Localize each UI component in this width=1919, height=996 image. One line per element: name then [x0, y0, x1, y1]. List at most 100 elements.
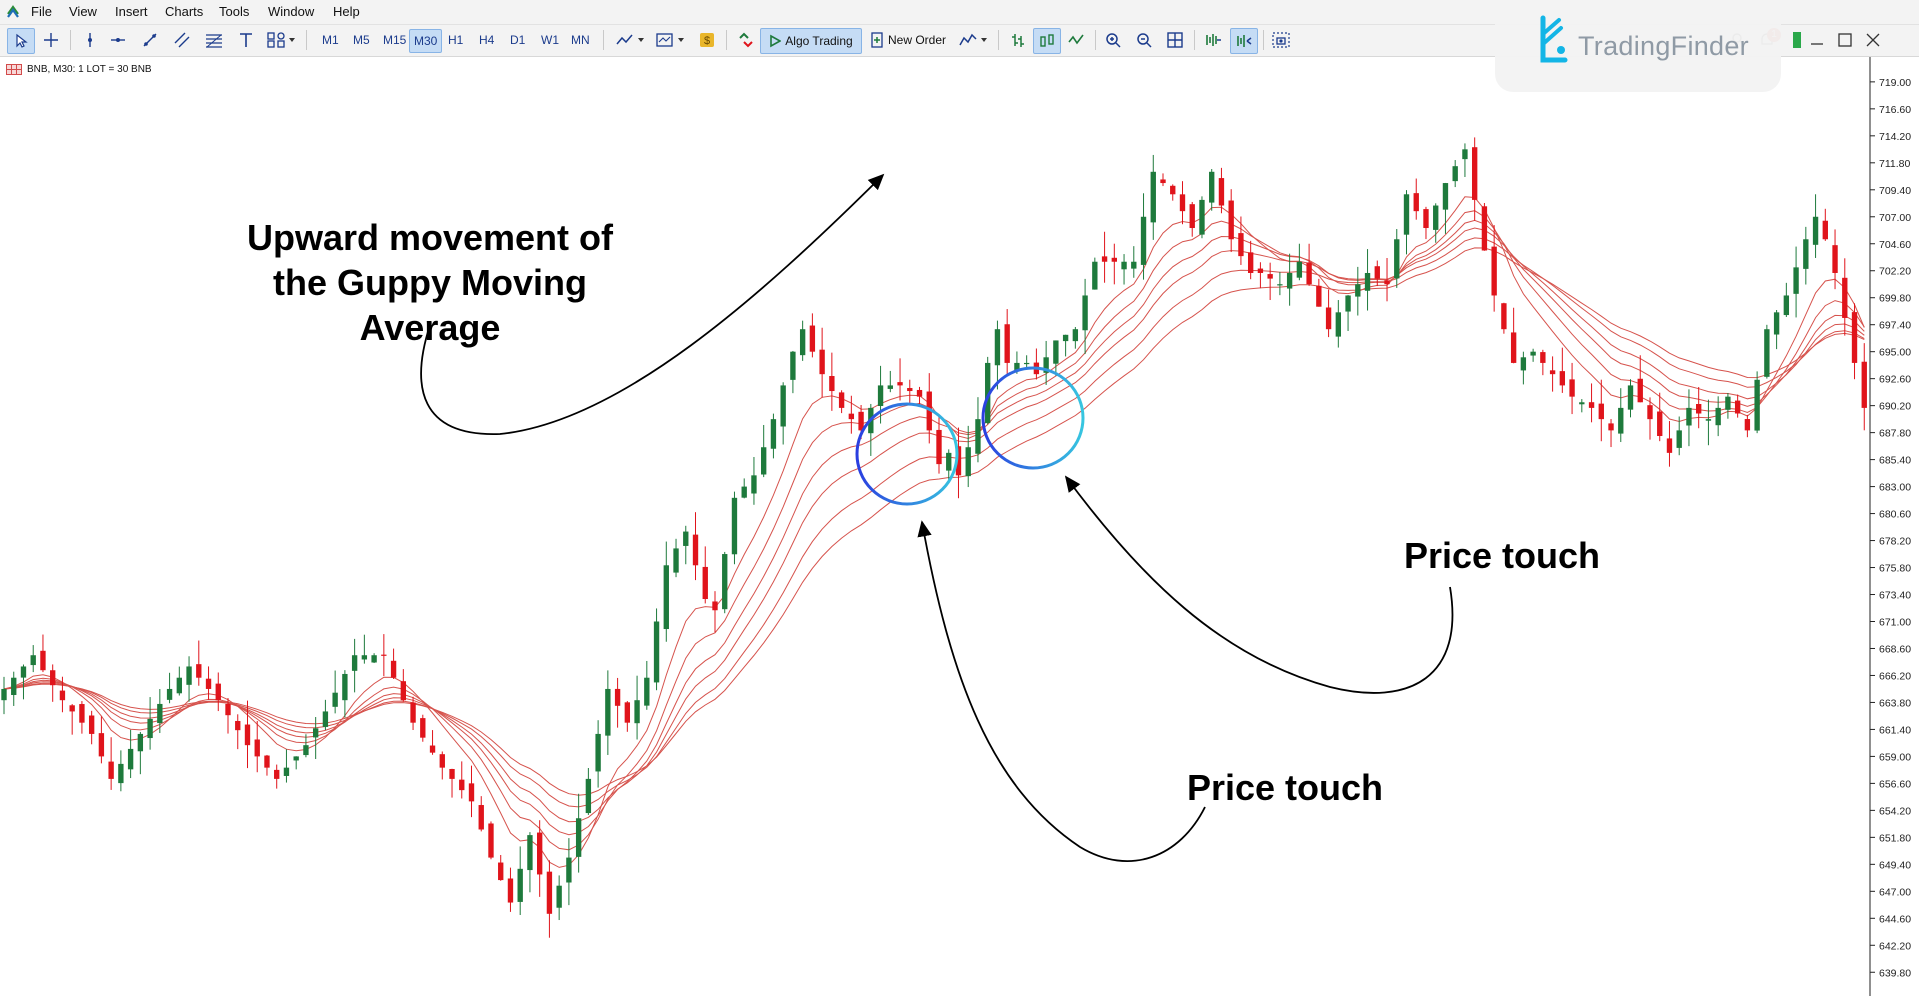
guppy-ma-line — [3, 247, 1865, 796]
bear-candle — [488, 823, 494, 858]
bear-candle — [1189, 204, 1195, 229]
bull-candle — [147, 718, 153, 739]
indicator-button[interactable] — [956, 28, 992, 52]
price-tick-label: 642.20 — [1879, 940, 1911, 952]
crosshair-button[interactable] — [39, 28, 63, 52]
timeframe-w1[interactable]: W1 — [541, 33, 559, 47]
maximize-icon[interactable] — [1835, 30, 1855, 50]
tile-windows-icon — [1167, 32, 1183, 48]
cursor-button[interactable] — [7, 28, 35, 54]
bear-candle — [196, 664, 202, 678]
new-order-button[interactable]: New Order — [866, 28, 950, 52]
timeframe-m15[interactable]: M15 — [383, 33, 407, 47]
bear-candle — [400, 681, 407, 701]
market-button[interactable]: $ — [695, 28, 719, 52]
timeframe-m30[interactable]: M30 — [409, 29, 443, 53]
bear-candle — [449, 768, 455, 779]
bull-candle — [332, 692, 338, 707]
bear-candle — [1238, 233, 1244, 257]
channel-button[interactable] — [170, 28, 194, 52]
bull-candle — [1286, 272, 1293, 289]
bull-candle — [1150, 171, 1156, 223]
one-click-trading-button[interactable] — [734, 28, 758, 52]
candle-chart-button[interactable] — [1033, 28, 1061, 54]
timeframe-m5[interactable]: M5 — [353, 33, 370, 47]
bear-candle — [1501, 303, 1507, 330]
chart-window[interactable]: 719.00 716.60 714.20 711.80 709.40 707.00 704.… — [0, 57, 1919, 996]
bull-candle — [1579, 402, 1585, 405]
menu-tools[interactable]: Tools — [219, 4, 250, 19]
bear-candle — [1316, 285, 1322, 307]
menu-view[interactable]: View — [69, 4, 97, 19]
bear-candle — [235, 720, 241, 731]
price-tick-label: 699.80 — [1879, 293, 1911, 305]
bull-candle — [634, 700, 640, 724]
minimize-icon[interactable] — [1807, 30, 1827, 50]
bull-candle — [1764, 329, 1770, 377]
chart-shift-button[interactable] — [1230, 28, 1258, 54]
bear-candle — [1851, 312, 1858, 363]
bull-candle — [1725, 396, 1731, 410]
screenshot-button[interactable] — [1268, 28, 1294, 52]
trendline-button[interactable] — [138, 28, 162, 52]
timeframe-h4[interactable]: H4 — [479, 33, 495, 47]
bear-candle — [838, 392, 845, 408]
bull-candle — [1364, 272, 1371, 291]
price-tick-label: 671.00 — [1879, 616, 1911, 628]
timeframe-h1[interactable]: H1 — [448, 33, 464, 47]
bull-candle — [1023, 362, 1030, 365]
bull-candle — [1433, 205, 1439, 230]
autoscroll-button[interactable] — [1200, 28, 1226, 52]
tile-windows-button[interactable] — [1163, 28, 1187, 52]
bar-chart-icon — [1012, 34, 1024, 47]
bear-candle — [264, 755, 270, 768]
bull-candle — [1053, 340, 1059, 364]
menu-window[interactable]: Window — [268, 4, 315, 19]
vertical-line-button[interactable] — [78, 28, 102, 52]
timeframe-d1[interactable]: D1 — [510, 33, 526, 47]
bar-chart-button[interactable] — [1006, 28, 1030, 52]
bull-candle — [283, 767, 290, 776]
bull-candle — [994, 329, 1001, 366]
bear-candle — [829, 376, 835, 392]
price-tick-label: 639.80 — [1879, 967, 1911, 979]
price-chart[interactable]: 719.00 716.60 714.20 711.80 709.40 707.00 704.… — [0, 57, 1919, 996]
bull-candle — [1131, 261, 1137, 269]
bear-candle — [1481, 206, 1488, 251]
bear-candle — [1569, 379, 1575, 397]
bear-candle — [1160, 179, 1166, 184]
bull-candle — [118, 763, 124, 784]
menu-charts[interactable]: Charts — [165, 4, 204, 19]
zoom-in-button[interactable] — [1101, 28, 1125, 52]
shapes-button[interactable] — [264, 28, 300, 52]
bear-candle — [1247, 252, 1254, 273]
algo-trading-button[interactable]: Algo Trading — [760, 28, 862, 54]
template-button[interactable] — [653, 28, 689, 52]
signal-strength-icon — [1793, 32, 1801, 48]
bear-candle — [1559, 371, 1566, 386]
bull-candle — [186, 666, 192, 685]
close-icon[interactable] — [1863, 30, 1883, 50]
fibonacci-button[interactable] — [202, 28, 226, 52]
menu-help[interactable]: Help — [333, 4, 360, 19]
bull-candle — [1773, 312, 1780, 335]
horizontal-line-button[interactable] — [106, 28, 130, 52]
guppy-ma-line — [3, 237, 1865, 808]
bull-candle — [887, 385, 893, 389]
bull-candle — [595, 733, 601, 772]
chart-type-button[interactable] — [613, 28, 649, 52]
price-tick-label: 680.60 — [1879, 509, 1911, 521]
timeframe-mn[interactable]: MN — [571, 33, 590, 47]
bear-candle — [1111, 257, 1117, 262]
bull-candle — [361, 655, 368, 660]
menu-insert[interactable]: Insert — [115, 4, 148, 19]
text-button[interactable] — [234, 28, 258, 52]
bear-candle — [468, 783, 475, 802]
line-chart-button[interactable] — [1064, 28, 1088, 52]
price-tick-label: 678.20 — [1879, 536, 1911, 548]
timeframe-m1[interactable]: M1 — [322, 33, 339, 47]
bear-candle — [897, 382, 903, 386]
zoom-out-button[interactable] — [1132, 28, 1156, 52]
screenshot-icon — [1272, 32, 1290, 48]
menu-file[interactable]: File — [31, 4, 52, 19]
